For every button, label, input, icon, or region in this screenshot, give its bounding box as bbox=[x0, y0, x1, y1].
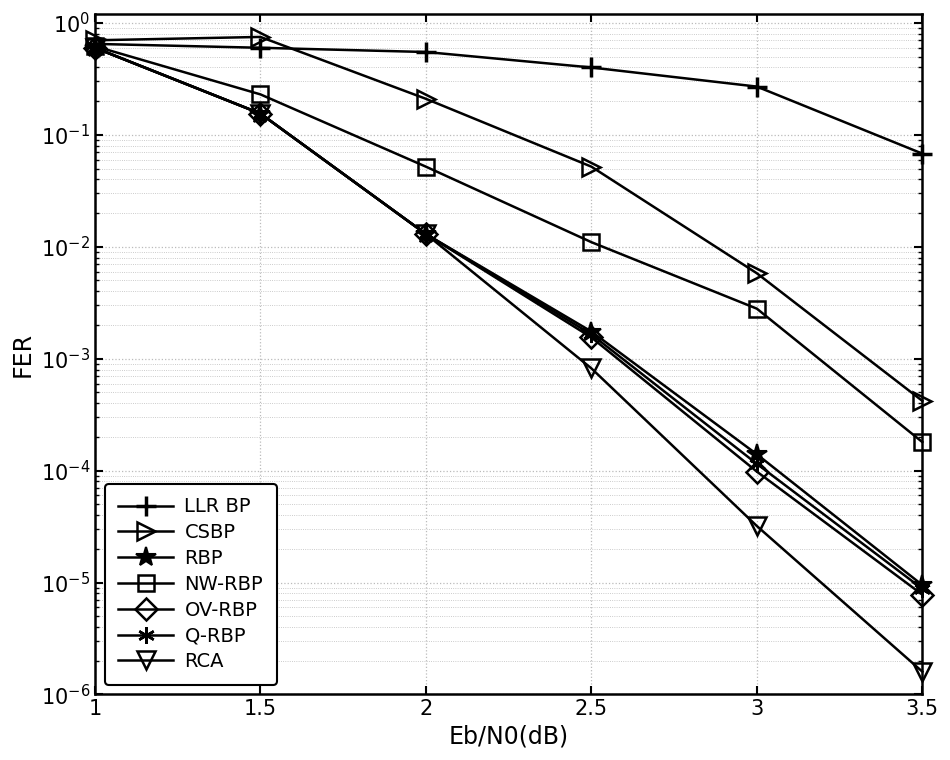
LLR BP bbox=[89, 40, 101, 49]
CSBP bbox=[89, 36, 101, 45]
NW-RBP bbox=[420, 162, 431, 171]
Q-RBP bbox=[255, 109, 266, 118]
OV-RBP bbox=[917, 590, 928, 599]
LLR BP bbox=[917, 149, 928, 158]
OV-RBP bbox=[420, 230, 431, 239]
Line: NW-RBP: NW-RBP bbox=[87, 39, 930, 450]
CSBP bbox=[586, 162, 598, 171]
CSBP bbox=[420, 94, 431, 103]
RBP bbox=[586, 327, 598, 336]
RCA bbox=[89, 43, 101, 52]
Line: RCA: RCA bbox=[86, 39, 931, 681]
LLR BP bbox=[420, 47, 431, 56]
NW-RBP bbox=[89, 42, 101, 51]
Q-RBP bbox=[917, 584, 928, 594]
Y-axis label: FER: FER bbox=[11, 331, 35, 377]
RCA bbox=[751, 521, 763, 530]
OV-RBP bbox=[255, 109, 266, 118]
Line: CSBP: CSBP bbox=[86, 28, 931, 410]
OV-RBP bbox=[751, 467, 763, 477]
RBP bbox=[420, 230, 431, 239]
CSBP bbox=[917, 396, 928, 405]
RBP bbox=[89, 43, 101, 52]
RBP bbox=[917, 581, 928, 590]
CSBP bbox=[255, 33, 266, 42]
LLR BP bbox=[255, 43, 266, 52]
Q-RBP bbox=[89, 43, 101, 52]
RCA bbox=[255, 109, 266, 118]
NW-RBP bbox=[917, 438, 928, 447]
Legend: LLR BP, CSBP, RBP, NW-RBP, OV-RBP, Q-RBP, RCA: LLR BP, CSBP, RBP, NW-RBP, OV-RBP, Q-RBP… bbox=[104, 483, 276, 685]
NW-RBP bbox=[751, 304, 763, 313]
Line: OV-RBP: OV-RBP bbox=[87, 40, 930, 602]
RBP bbox=[751, 450, 763, 459]
RCA bbox=[917, 667, 928, 676]
RCA bbox=[586, 364, 598, 373]
LLR BP bbox=[751, 82, 763, 91]
NW-RBP bbox=[586, 238, 598, 247]
OV-RBP bbox=[89, 43, 101, 52]
NW-RBP bbox=[255, 90, 266, 99]
Line: Q-RBP: Q-RBP bbox=[86, 40, 931, 597]
RBP bbox=[255, 109, 266, 118]
Q-RBP bbox=[751, 459, 763, 468]
Line: LLR BP: LLR BP bbox=[86, 34, 932, 163]
X-axis label: Eb/N0(dB): Eb/N0(dB) bbox=[448, 725, 569, 749]
OV-RBP bbox=[586, 333, 598, 342]
Q-RBP bbox=[420, 230, 431, 239]
Line: RBP: RBP bbox=[85, 37, 933, 596]
Q-RBP bbox=[586, 330, 598, 339]
RCA bbox=[420, 230, 431, 239]
LLR BP bbox=[586, 63, 598, 72]
CSBP bbox=[751, 269, 763, 278]
